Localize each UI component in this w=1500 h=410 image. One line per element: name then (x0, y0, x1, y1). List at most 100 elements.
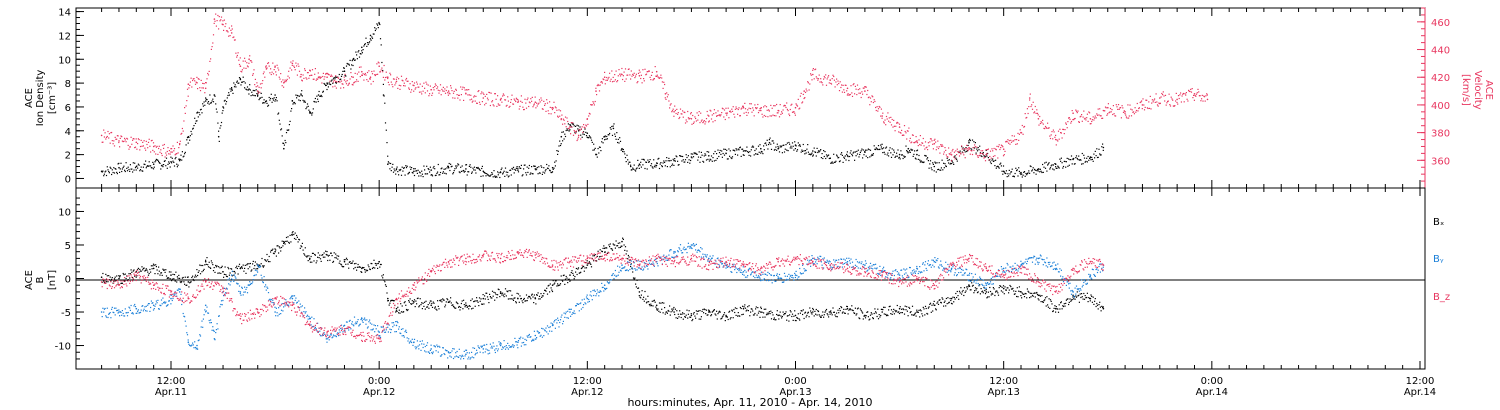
data-point (319, 254, 321, 256)
data-point (465, 304, 467, 307)
data-point (961, 291, 963, 293)
data-point (937, 169, 939, 171)
data-point (620, 245, 622, 247)
data-point (788, 141, 790, 144)
data-point (222, 299, 224, 302)
data-point (249, 283, 251, 286)
data-point (843, 156, 845, 158)
data-point (515, 100, 517, 103)
data-point (748, 107, 750, 109)
data-point (635, 73, 637, 75)
data-point (1090, 123, 1092, 125)
data-point (407, 80, 409, 82)
data-point (387, 81, 389, 83)
data-point (976, 146, 978, 148)
data-point (952, 162, 954, 164)
data-point (1132, 111, 1134, 113)
data-point (1117, 104, 1120, 106)
data-point (278, 307, 280, 309)
data-point (320, 76, 322, 78)
data-point (118, 140, 120, 142)
data-point (598, 90, 601, 92)
data-point (565, 129, 567, 132)
data-point (713, 160, 715, 162)
data-point (700, 151, 702, 153)
data-point (849, 308, 851, 310)
data-point (779, 311, 781, 313)
data-point (156, 145, 158, 147)
data-point (187, 83, 190, 85)
data-point (485, 292, 487, 294)
data-point (987, 291, 989, 293)
data-point (482, 97, 485, 99)
data-point (1136, 102, 1138, 105)
data-point (198, 270, 200, 272)
data-point (1055, 134, 1057, 136)
data-point (598, 146, 601, 148)
data-point (735, 106, 737, 108)
data-point (109, 166, 111, 168)
data-point (859, 308, 861, 310)
data-point (821, 82, 823, 84)
data-point (708, 309, 710, 311)
data-point (452, 305, 455, 307)
data-point (600, 255, 602, 258)
data-point (431, 94, 433, 96)
density-tick-label: 4 (65, 127, 71, 138)
data-point (536, 168, 538, 170)
data-point (333, 252, 335, 254)
data-point (113, 167, 115, 169)
data-point (679, 155, 681, 157)
data-point (898, 126, 901, 128)
data-point (155, 160, 157, 162)
data-point (306, 106, 308, 108)
data-point (137, 269, 139, 271)
data-point (640, 161, 642, 163)
data-point (906, 138, 908, 140)
data-point (990, 157, 992, 159)
data-point (395, 80, 398, 83)
data-point (768, 110, 770, 112)
data-point (394, 84, 396, 86)
data-point (1151, 99, 1153, 101)
data-point (537, 103, 539, 105)
data-point (379, 38, 382, 40)
data-point (124, 139, 126, 141)
data-point (816, 77, 818, 79)
data-point (257, 92, 259, 94)
data-point (615, 70, 617, 72)
data-point (131, 271, 133, 273)
data-point (359, 266, 361, 268)
data-point (622, 237, 624, 239)
data-point (755, 148, 757, 150)
data-point (175, 271, 177, 273)
data-point (758, 151, 760, 153)
data-point (1164, 94, 1167, 96)
data-point (614, 133, 616, 135)
data-point (194, 276, 196, 278)
data-point (188, 343, 190, 345)
data-point (500, 168, 502, 171)
data-point (549, 170, 551, 172)
data-point (918, 139, 920, 141)
data-point (1177, 95, 1180, 97)
data-point (378, 62, 380, 64)
data-point (433, 165, 435, 168)
data-point (429, 93, 431, 95)
data-point (634, 77, 636, 79)
data-point (213, 94, 216, 96)
data-point (970, 149, 972, 152)
data-point (255, 89, 257, 91)
data-point (256, 263, 258, 265)
data-point (1063, 160, 1065, 162)
data-point (1206, 93, 1208, 95)
data-point (234, 276, 236, 278)
data-point (1073, 118, 1075, 120)
data-point (956, 160, 958, 162)
data-point (1190, 91, 1193, 93)
data-point (631, 169, 633, 171)
data-point (1008, 175, 1010, 177)
data-point (546, 167, 549, 169)
data-point (942, 169, 944, 171)
data-point (134, 275, 136, 277)
